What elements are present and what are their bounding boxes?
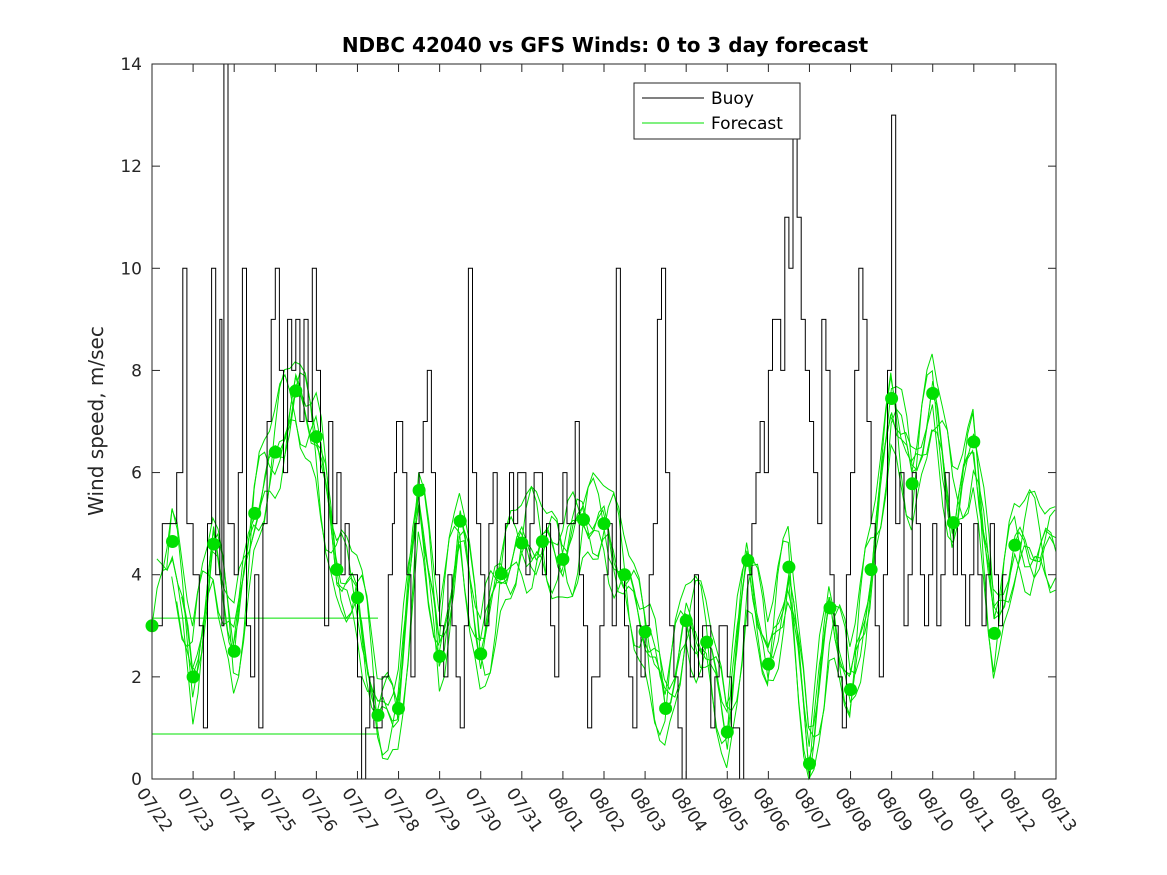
y-tick-label: 12: [120, 157, 142, 177]
forecast-marker: [597, 517, 611, 531]
forecast-marker: [248, 506, 262, 520]
forecast-marker: [330, 563, 344, 577]
y-tick-label: 6: [131, 464, 142, 484]
forecast-marker: [987, 626, 1001, 640]
forecast-marker: [392, 702, 405, 715]
forecast-marker: [803, 757, 816, 771]
y-tick-label: 10: [120, 259, 142, 279]
forecast-run-line: [151, 372, 1057, 780]
plot-area: [145, 63, 1057, 781]
chart-title: NDBC 42040 vs GFS Winds: 0 to 3 day fore…: [342, 33, 869, 57]
forecast-marker: [823, 601, 837, 615]
forecast-marker: [761, 657, 775, 671]
legend-box: [633, 82, 801, 140]
legend: Buoy Forecast: [633, 82, 801, 140]
y-tick-label: 0: [131, 770, 142, 790]
forecast-markers: [145, 384, 1022, 771]
forecast-marker: [720, 725, 734, 739]
forecast-marker: [556, 552, 570, 566]
forecast-run-line: [166, 353, 1056, 781]
forecast-marker: [618, 568, 631, 582]
forecast-marker: [1008, 538, 1022, 552]
forecast-marker: [207, 537, 221, 551]
y-tick-label: 2: [131, 668, 142, 688]
forecast-marker: [227, 644, 241, 658]
forecast-marker: [844, 683, 857, 697]
y-axis-ticks: 0 2 4 6 8 10 12 14: [120, 55, 1056, 790]
legend-buoy-label: Buoy: [711, 89, 754, 109]
forecast-marker: [946, 516, 960, 530]
forecast-marker: [659, 702, 673, 715]
forecast-run-line: [161, 369, 1057, 775]
forecast-run-line: [181, 390, 1056, 762]
forecast-marker: [474, 647, 488, 661]
buoy-series-line: [152, 63, 1007, 780]
forecast-marker: [577, 513, 590, 527]
forecast-marker: [741, 553, 755, 567]
forecast-marker: [186, 670, 200, 684]
buoy-line: [152, 63, 1007, 780]
forecast-marker: [371, 708, 385, 722]
forecast-marker: [967, 435, 981, 449]
y-tick-label: 8: [131, 361, 142, 381]
forecast-marker: [535, 535, 549, 548]
y-tick-label: 4: [131, 566, 142, 586]
forecast-run-line: [156, 375, 1057, 747]
forecast-marker: [309, 430, 323, 444]
forecast-marker: [885, 392, 899, 405]
forecast-run-line: [171, 361, 1056, 747]
forecast-marker: [782, 560, 796, 574]
forecast-marker: [412, 483, 426, 497]
forecast-marker: [433, 649, 447, 663]
forecast-marker: [351, 591, 364, 605]
forecast-marker: [289, 384, 303, 398]
forecast-marker: [453, 514, 467, 528]
forecast-marker: [638, 625, 652, 639]
forecast-marker: [494, 567, 508, 581]
forecast-marker: [926, 386, 940, 400]
y-axis-label: Wind speed, m/sec: [84, 326, 108, 516]
forecast-marker: [679, 614, 693, 628]
y-tick-label: 14: [120, 55, 142, 75]
forecast-marker: [166, 535, 179, 548]
forecast-marker: [268, 445, 282, 459]
legend-forecast-label: Forecast: [711, 114, 783, 134]
forecast-marker: [515, 536, 529, 550]
forecast-marker: [864, 563, 878, 577]
forecast-marker: [700, 635, 714, 649]
forecast-marker: [905, 477, 919, 491]
